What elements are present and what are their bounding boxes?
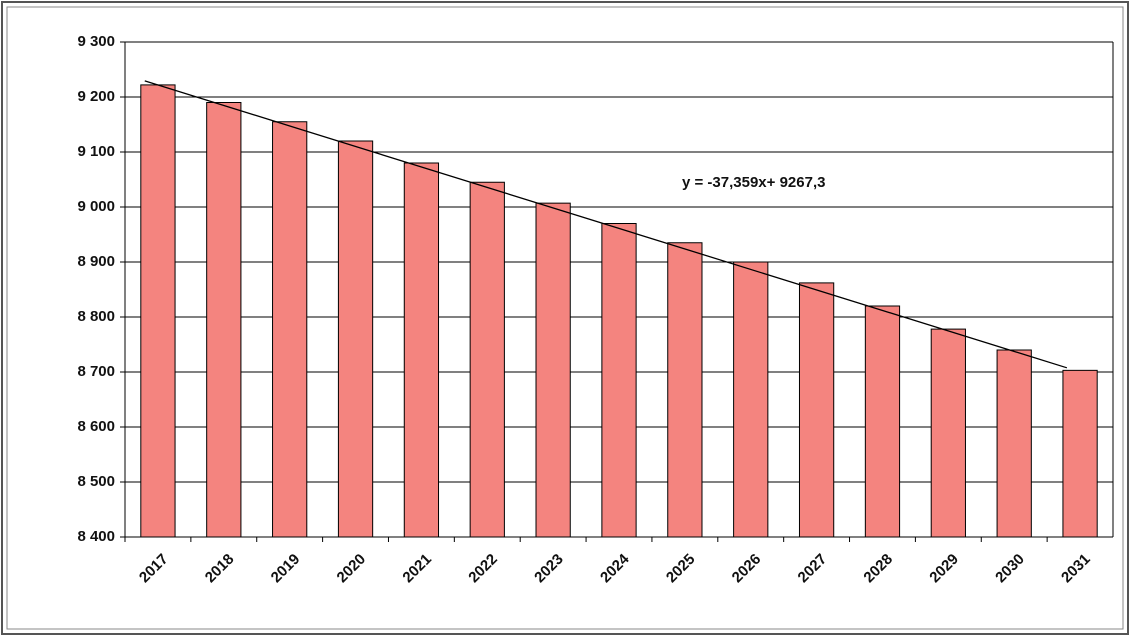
y-tick-label: 9 300 bbox=[77, 33, 115, 50]
bar bbox=[864, 305, 901, 538]
y-tick-label: 8 500 bbox=[77, 473, 115, 490]
bar bbox=[667, 242, 703, 538]
y-tick-label: 8 600 bbox=[77, 418, 115, 435]
y-tick-label: 9 200 bbox=[77, 88, 115, 105]
trend-equation: y = -37,359x+ 9267,3 bbox=[682, 174, 825, 191]
bar bbox=[535, 202, 571, 538]
bar bbox=[140, 84, 176, 538]
bar bbox=[930, 328, 966, 538]
bar bbox=[733, 261, 769, 538]
frame-inner bbox=[6, 6, 1124, 630]
y-tick-label: 9 100 bbox=[77, 143, 115, 160]
bar bbox=[403, 162, 440, 538]
y-tick-label: 8 900 bbox=[77, 253, 115, 270]
y-tick-label: 8 700 bbox=[77, 363, 115, 380]
bar bbox=[798, 282, 835, 538]
bar bbox=[996, 349, 1032, 538]
trendline bbox=[144, 80, 1068, 369]
bar bbox=[272, 121, 308, 538]
y-tick-label: 8 800 bbox=[77, 308, 115, 325]
bar bbox=[1062, 369, 1098, 538]
bar bbox=[601, 223, 637, 538]
y-tick-label: 9 000 bbox=[77, 198, 115, 215]
bar bbox=[206, 102, 242, 538]
y-tick-label: 8 400 bbox=[77, 528, 115, 545]
bar bbox=[469, 181, 505, 538]
bar bbox=[337, 140, 374, 538]
